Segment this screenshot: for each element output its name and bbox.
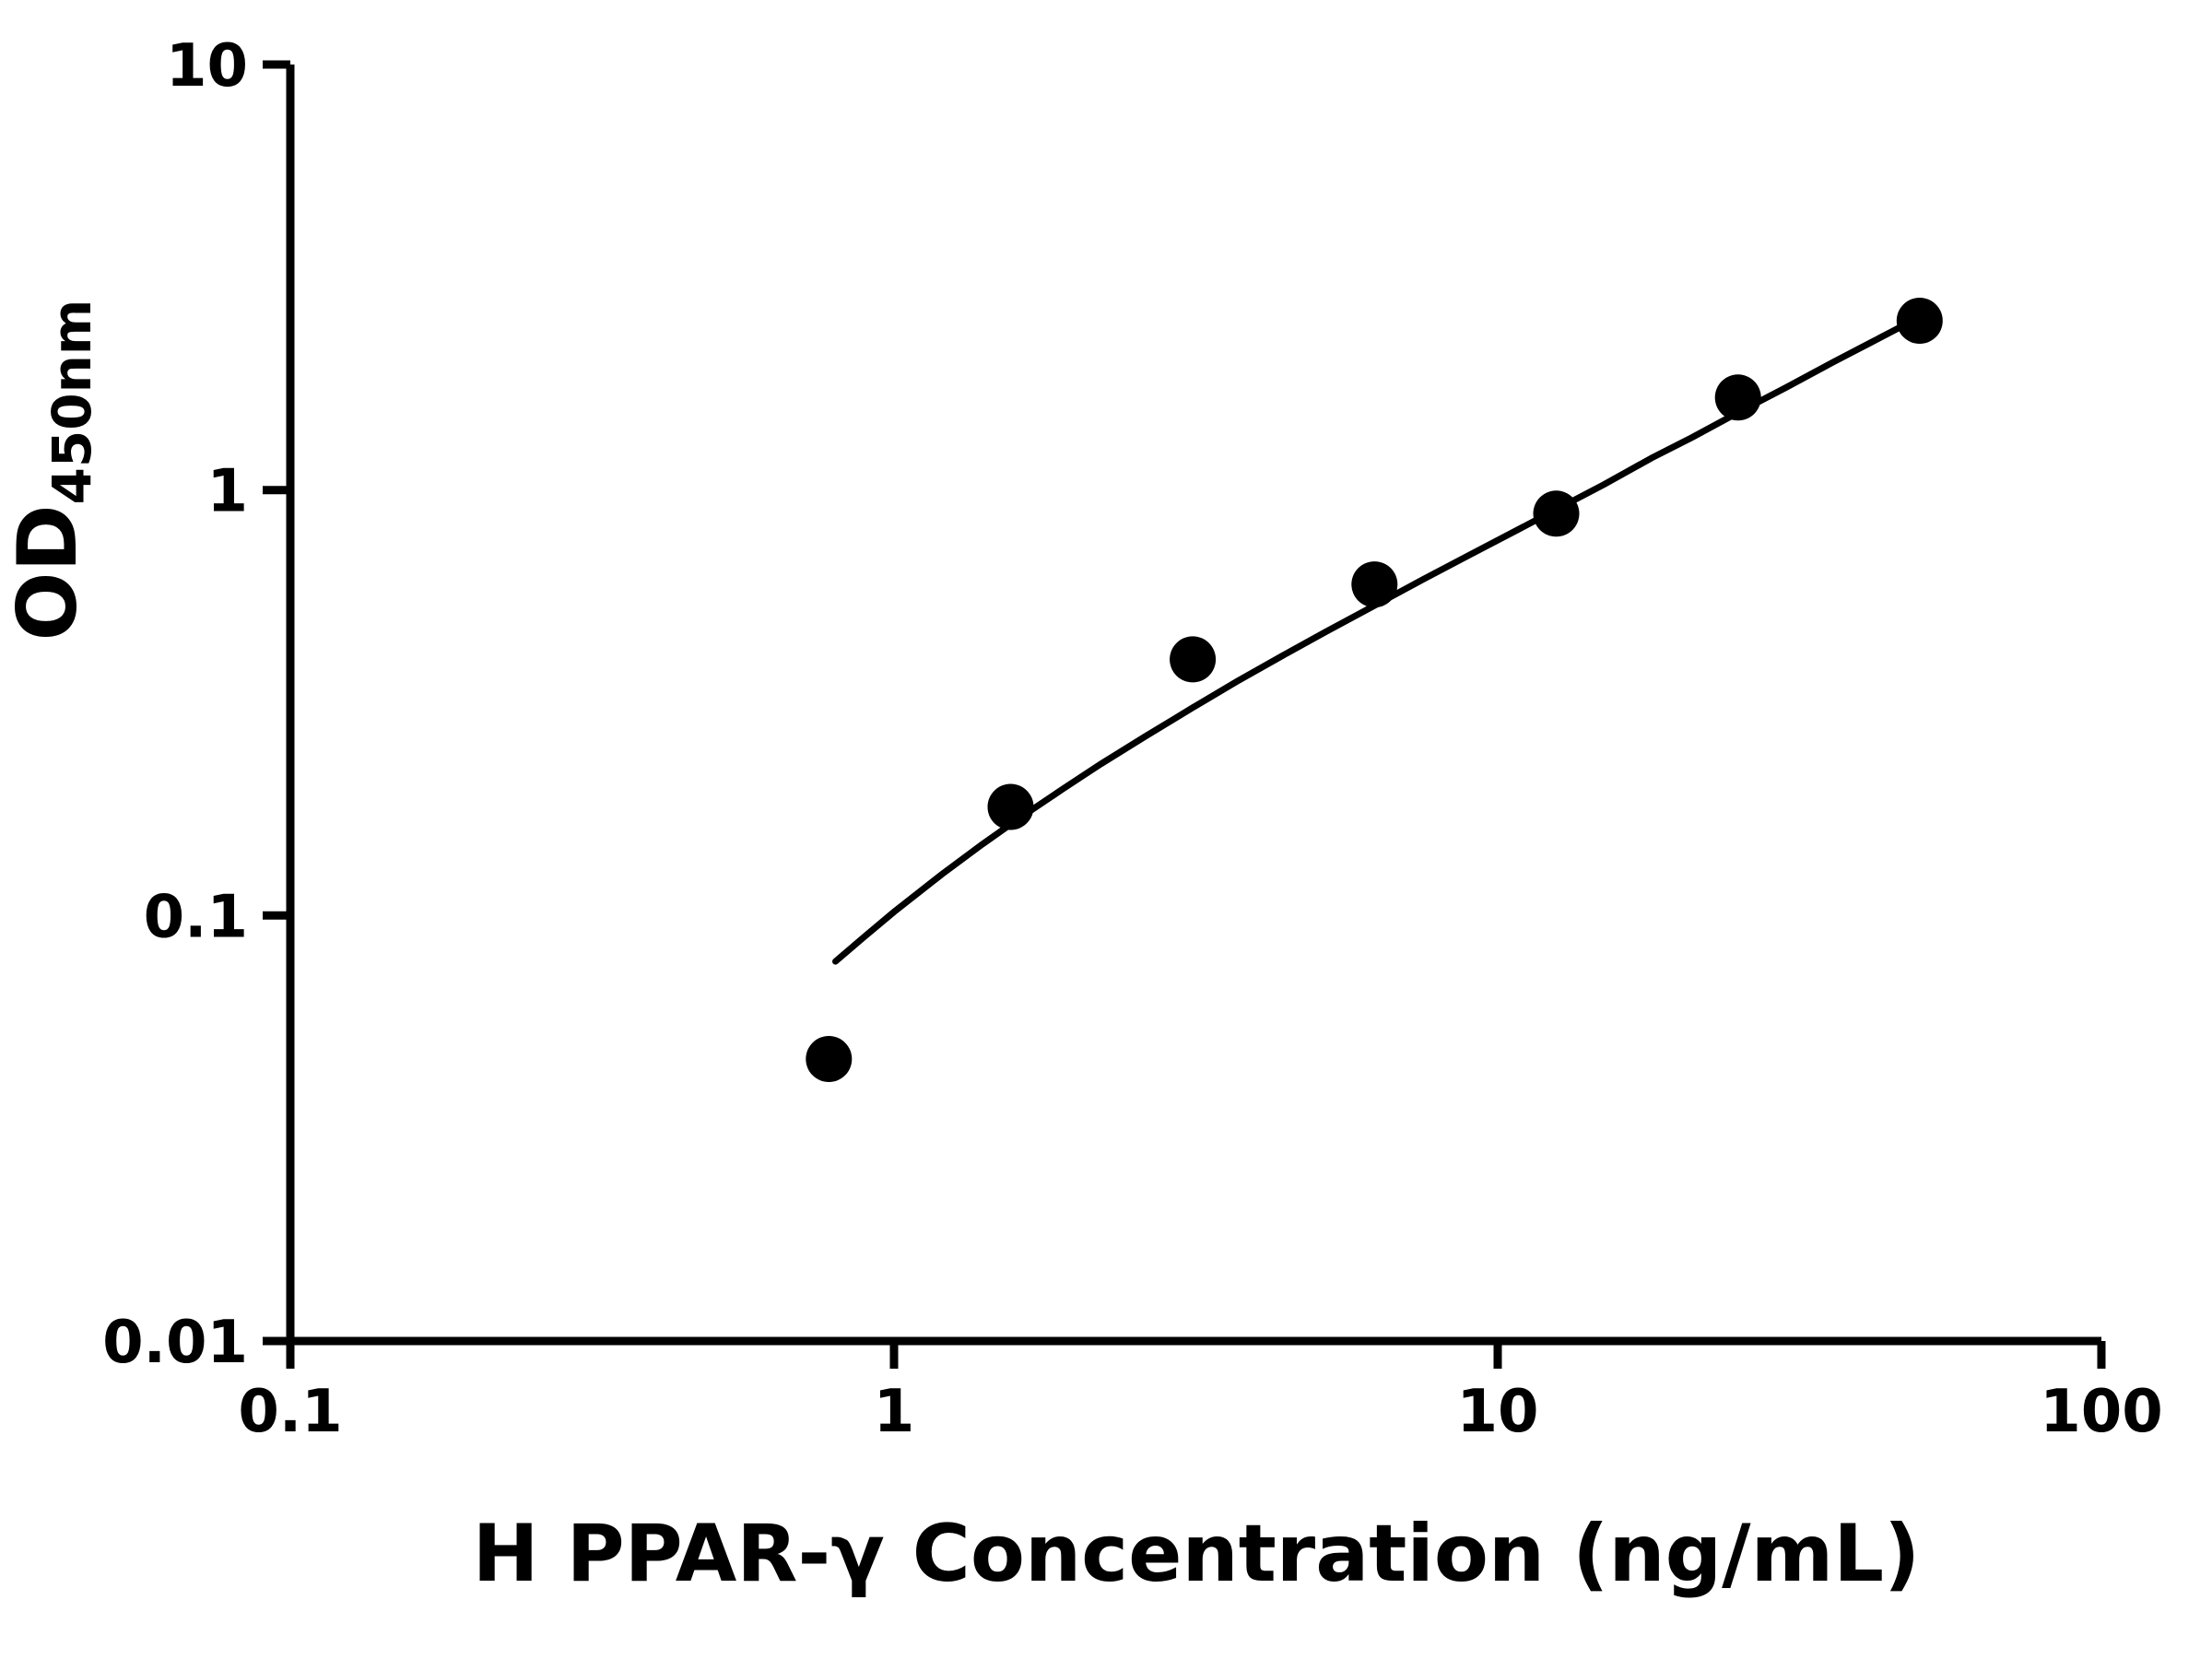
x-axis-tick-label: 1 — [874, 1378, 915, 1446]
y-axis-tick-label: 0.1 — [144, 883, 248, 951]
data-point — [1533, 490, 1580, 537]
x-axis-tick-label: 10 — [1456, 1378, 1538, 1446]
x-axis-tick-label: 100 — [2040, 1378, 2163, 1446]
fit-curve — [832, 313, 1924, 965]
y-axis-tick-label: 1 — [206, 458, 248, 526]
x-axis-tick-label: 0.1 — [238, 1378, 342, 1446]
data-point — [806, 1036, 853, 1082]
y-axis-tick-label: 10 — [166, 32, 248, 100]
y-axis-label: OD450nm — [0, 300, 103, 641]
data-point — [1170, 636, 1217, 683]
y-axis-tick-label: 0.01 — [102, 1309, 248, 1377]
x-axis-label: H PPAR-γ Concentration (ng/mL) — [473, 1508, 1921, 1600]
y-axis-label-main: OD — [0, 504, 95, 641]
data-point — [1351, 561, 1398, 608]
data-point — [1896, 298, 1943, 344]
data-point — [987, 783, 1034, 830]
data-point — [1714, 374, 1761, 421]
y-axis-label-subscript: 450nm — [41, 300, 103, 505]
